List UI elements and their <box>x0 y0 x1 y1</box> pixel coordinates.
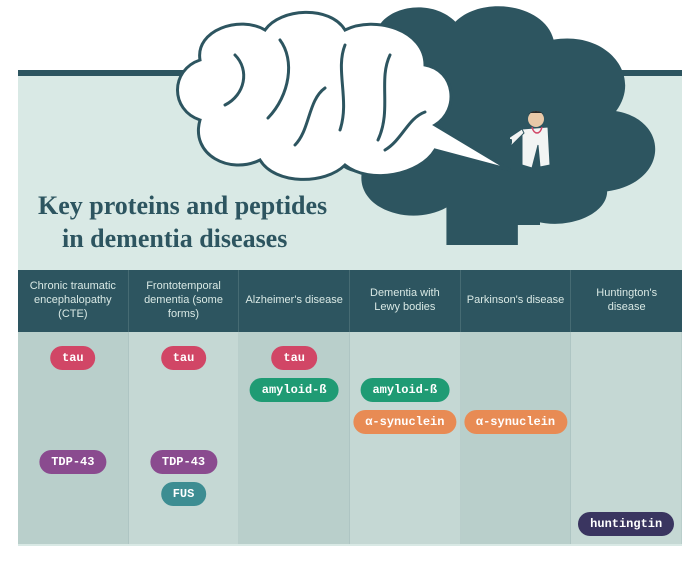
infographic-title: Key proteins and peptides in dementia di… <box>38 190 327 255</box>
column-header: Alzheimer's disease <box>239 270 350 332</box>
column-header: Frontotemporal dementia (some forms) <box>129 270 240 332</box>
table-column: Frontotemporal dementia (some forms) tau T… <box>129 270 240 544</box>
scientist-icon <box>510 105 570 225</box>
protein-pill: tau <box>271 346 317 370</box>
column-body: huntingtin <box>571 332 682 544</box>
protein-pill: huntingtin <box>578 512 674 536</box>
protein-pill: FUS <box>161 482 207 506</box>
column-body: amyloid-ß α-synuclein <box>350 332 461 544</box>
column-header: Chronic traumatic encephalopathy (CTE) <box>18 270 129 332</box>
table-column: Alzheimer's disease tau amyloid-ß <box>239 270 350 544</box>
column-body: tau TDP-43 FUS <box>129 332 240 544</box>
table-column: Huntington's disease huntingtin <box>571 270 682 544</box>
protein-pill: α-synuclein <box>464 410 567 434</box>
protein-pill: tau <box>161 346 207 370</box>
column-body: tau TDP-43 <box>18 332 129 544</box>
protein-table: Chronic traumatic encephalopathy (CTE)ta… <box>18 270 682 544</box>
column-body: α-synuclein <box>461 332 572 544</box>
table-column: Parkinson's disease α-synuclein <box>461 270 572 544</box>
protein-pill: α-synuclein <box>353 410 456 434</box>
protein-pill: amyloid-ß <box>250 378 339 402</box>
protein-pill: TDP-43 <box>39 450 106 474</box>
table-column: Dementia with Lewy bodies amyloid-ß α-synu… <box>350 270 461 544</box>
protein-pill: TDP-43 <box>150 450 217 474</box>
column-header: Dementia with Lewy bodies <box>350 270 461 332</box>
protein-pill: tau <box>50 346 96 370</box>
title-line-2: in dementia diseases <box>38 224 287 253</box>
column-body: tau amyloid-ß <box>239 332 350 544</box>
table-column: Chronic traumatic encephalopathy (CTE)ta… <box>18 270 129 544</box>
column-header: Huntington's disease <box>571 270 682 332</box>
column-header: Parkinson's disease <box>461 270 572 332</box>
brain-illustration <box>140 0 520 200</box>
protein-pill: amyloid-ß <box>360 378 449 402</box>
title-line-1: Key proteins and peptides <box>38 191 327 220</box>
